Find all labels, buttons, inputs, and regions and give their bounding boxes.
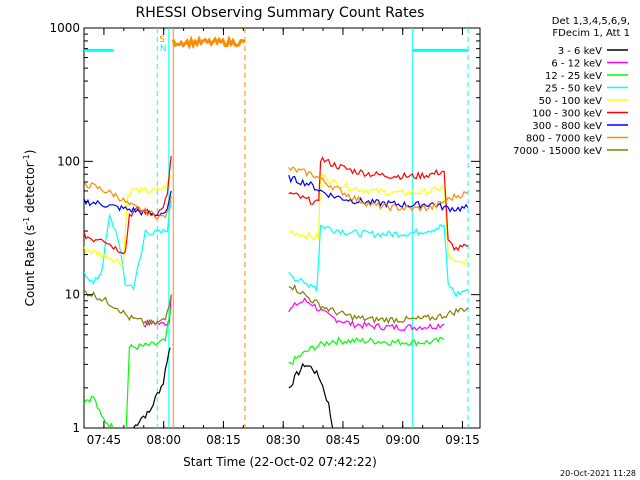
legend-label-2: 12 - 25 keV [545, 71, 602, 82]
series-6-segment-1 [288, 174, 469, 213]
x-tick-label-6: 09:15 [445, 433, 480, 447]
series-1-segment-1 [288, 297, 445, 332]
series-7-segment-1 [171, 35, 246, 50]
series-3-segment-0 [84, 201, 172, 291]
series-8-segment-0 [84, 290, 172, 327]
series-5-segment-0 [84, 155, 172, 255]
plot-area [84, 28, 469, 428]
legend-label-6: 300 - 800 keV [532, 121, 602, 132]
legend-header-1: FDecim 1, Att 1 [552, 28, 630, 39]
plot-frame [83, 27, 481, 429]
series-3-segment-1 [288, 223, 469, 298]
legend-label-1: 6 - 12 keV [551, 59, 602, 70]
legend-label-5: 100 - 300 keV [532, 109, 602, 120]
y-tick-label-3: 1000 [49, 21, 80, 35]
x-tick-label-4: 08:45 [326, 433, 361, 447]
series-4-segment-0 [84, 174, 172, 267]
marker-s: S [159, 35, 165, 45]
series-0-segment-0 [132, 347, 171, 428]
series-0-segment-1 [288, 362, 334, 428]
legend-header-0: Det 1,3,4,5,6,9, [552, 16, 630, 27]
legend-label-3: 25 - 50 keV [545, 84, 602, 95]
y-tick-label-2: 100 [57, 154, 80, 168]
series-8-segment-1 [288, 283, 469, 325]
series-7-segment-2 [288, 166, 469, 213]
y-tick-label-0: 1 [72, 421, 80, 435]
x-axis-label: Start Time (22-Oct-02 07:42:22) [183, 455, 377, 469]
x-tick-label-5: 09:00 [385, 433, 420, 447]
x-tick-label-3: 08:30 [266, 433, 301, 447]
series-2-segment-1 [288, 336, 445, 366]
series-4-segment-1 [288, 171, 469, 267]
legend: Det 1,3,4,5,6,9,FDecim 1, Att 1 3 - 6 keV… [513, 16, 630, 157]
series-7-segment-0 [84, 180, 172, 221]
legend-label-7: 800 - 7000 keV [526, 134, 602, 145]
legend-label-8: 7000 - 15000 keV [513, 146, 602, 157]
marker-n: N [160, 44, 167, 54]
legend-label-4: 50 - 100 keV [539, 96, 603, 107]
axes: SN 07:45 08:00 08:15 08:30 08:45 09:00 09:15 1 10… [49, 21, 480, 447]
x-tick-label-1: 08:00 [146, 433, 181, 447]
series-6-segment-0 [84, 190, 172, 217]
series-5-segment-1 [288, 156, 469, 252]
chart-title: RHESSI Observing Summary Count Rates [136, 5, 425, 21]
legend-label-0: 3 - 6 keV [558, 46, 602, 57]
x-tick-label-2: 08:15 [206, 433, 241, 447]
series-2-segment-0 [84, 307, 172, 428]
footer-date: 20-Oct-2021 11:28 [560, 469, 636, 478]
y-tick-label-1: 10 [65, 288, 80, 302]
y-axis-label: Count Rate (s-1 detector-1) [22, 150, 37, 307]
x-tick-label-0: 07:45 [87, 433, 122, 447]
